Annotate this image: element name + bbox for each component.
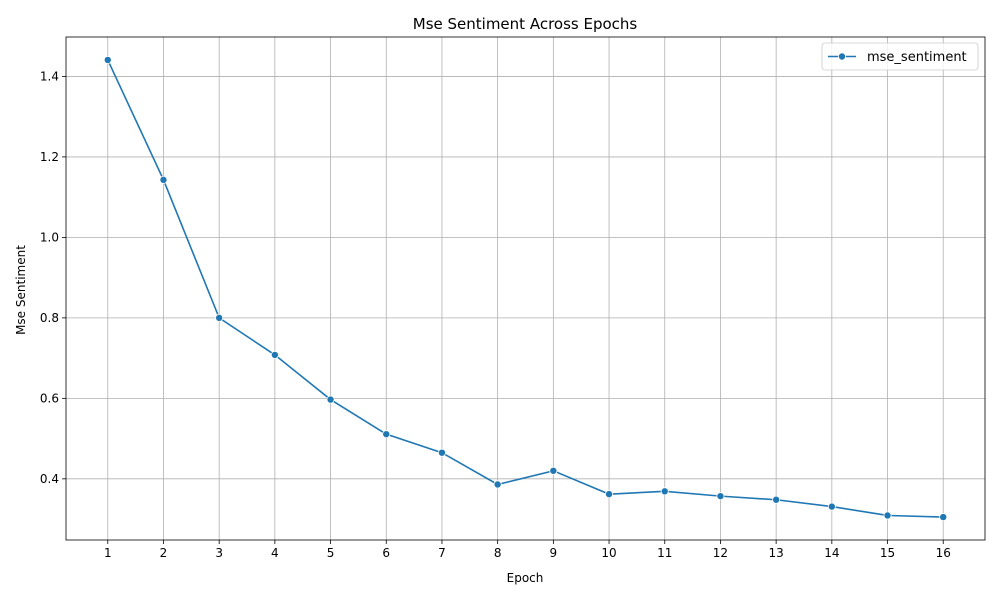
series-line bbox=[107, 59, 944, 518]
data-point bbox=[382, 430, 391, 439]
y-axis: 0.4 0.6 0.8 1.0 1.2 1.4 bbox=[40, 69, 66, 486]
x-tick-label: 16 bbox=[936, 546, 951, 560]
grid-lines bbox=[66, 37, 985, 540]
x-tick-label: 7 bbox=[438, 546, 446, 560]
x-tick-label: 13 bbox=[768, 546, 783, 560]
data-point bbox=[549, 466, 558, 475]
data-point bbox=[827, 502, 836, 511]
data-point bbox=[660, 487, 669, 496]
y-tick-label: 1.2 bbox=[40, 150, 59, 164]
y-tick-label: 0.8 bbox=[40, 311, 59, 325]
data-point bbox=[326, 395, 335, 404]
chart-title: Mse Sentiment Across Epochs bbox=[413, 15, 638, 33]
x-tick-label: 8 bbox=[494, 546, 502, 560]
x-tick-label: 3 bbox=[215, 546, 223, 560]
x-axis: 1 2 3 4 5 6 7 8 9 10 11 12 13 14 15 16 bbox=[104, 540, 951, 560]
data-point bbox=[716, 492, 725, 501]
data-point bbox=[493, 480, 502, 489]
plot-frame bbox=[65, 36, 986, 541]
x-tick-label: 11 bbox=[657, 546, 672, 560]
data-point bbox=[437, 448, 446, 457]
data-point bbox=[103, 55, 112, 64]
y-tick-label: 1.0 bbox=[40, 230, 59, 244]
y-tick-label: 0.6 bbox=[40, 391, 59, 405]
series-layer bbox=[103, 55, 948, 522]
x-axis-title: Epoch bbox=[507, 571, 544, 585]
data-point bbox=[215, 313, 224, 322]
legend-box bbox=[821, 42, 979, 71]
data-point bbox=[270, 350, 279, 359]
x-tick-label: 4 bbox=[271, 546, 279, 560]
x-tick-label: 2 bbox=[160, 546, 168, 560]
y-tick-label: 1.4 bbox=[40, 69, 59, 83]
data-point bbox=[605, 490, 614, 499]
y-axis-title: Mse Sentiment bbox=[14, 245, 28, 335]
data-point bbox=[772, 495, 781, 504]
legend-label: mse_sentiment bbox=[867, 50, 967, 65]
x-tick-label: 12 bbox=[713, 546, 728, 560]
x-tick-label: 6 bbox=[382, 546, 390, 560]
y-tick-label: 0.4 bbox=[40, 472, 59, 486]
x-tick-label: 15 bbox=[880, 546, 895, 560]
x-tick-label: 1 bbox=[104, 546, 112, 560]
x-tick-label: 5 bbox=[327, 546, 335, 560]
x-tick-label: 10 bbox=[601, 546, 616, 560]
data-point bbox=[883, 511, 892, 520]
x-tick-label: 9 bbox=[550, 546, 558, 560]
data-point bbox=[159, 175, 168, 184]
legend: mse_sentiment bbox=[821, 42, 979, 71]
legend-swatch-marker bbox=[838, 52, 847, 61]
data-point bbox=[939, 513, 948, 522]
x-tick-label: 14 bbox=[824, 546, 839, 560]
